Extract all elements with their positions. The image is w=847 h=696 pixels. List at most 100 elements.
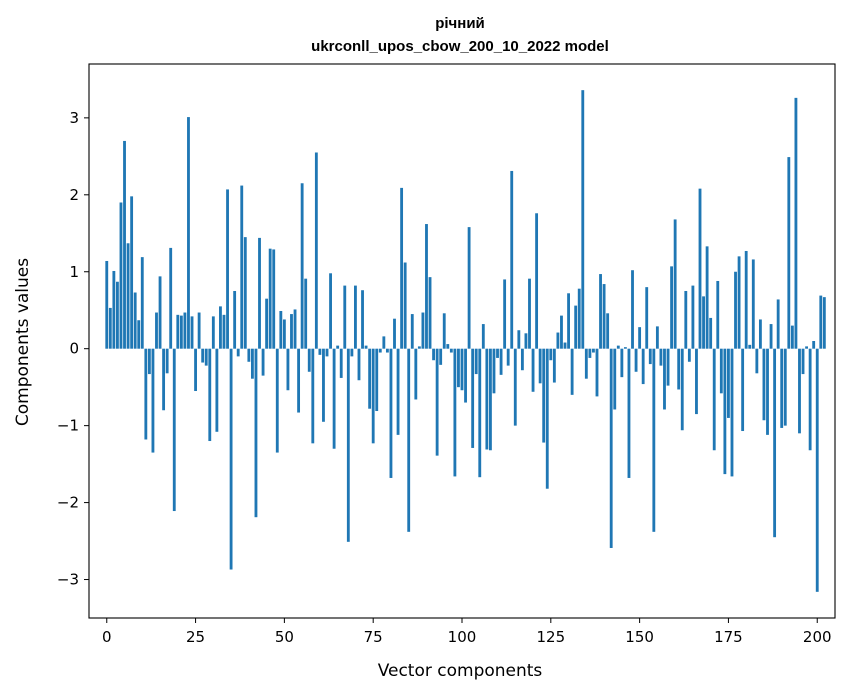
bar <box>531 348 535 392</box>
bar <box>734 271 737 349</box>
bar <box>233 290 237 349</box>
y-tick-label: 2 <box>69 186 79 204</box>
bar <box>208 348 212 442</box>
bar <box>162 348 166 411</box>
bar <box>592 348 595 353</box>
bar <box>645 287 649 349</box>
bar <box>478 348 482 478</box>
bar <box>549 348 553 361</box>
bar <box>577 288 581 349</box>
bar <box>112 270 116 349</box>
bar <box>325 348 329 357</box>
bar <box>364 345 368 349</box>
bar <box>719 348 723 394</box>
bar <box>144 348 148 440</box>
bar <box>716 280 720 349</box>
bar <box>684 290 688 349</box>
bar <box>190 316 194 349</box>
bar <box>279 310 283 349</box>
x-tick-label: 100 <box>448 628 477 646</box>
bar <box>687 348 691 362</box>
bar <box>311 348 315 444</box>
bar <box>567 293 570 349</box>
bar <box>197 312 201 349</box>
bar <box>286 348 290 391</box>
bar <box>350 348 354 357</box>
bar <box>204 348 208 366</box>
bar <box>737 256 741 349</box>
bar <box>183 312 187 349</box>
bar <box>297 348 301 413</box>
bar <box>116 281 119 349</box>
bar <box>219 306 222 349</box>
bar <box>652 348 656 532</box>
bar <box>453 348 457 477</box>
bar <box>783 348 787 426</box>
bar <box>250 348 254 379</box>
chart-title: річний <box>435 15 485 32</box>
bar <box>705 246 709 349</box>
bar <box>648 348 652 365</box>
bar <box>574 305 578 349</box>
bar <box>236 348 240 357</box>
bar <box>638 327 642 349</box>
bars-group <box>105 90 826 592</box>
x-tick-label: 150 <box>625 628 654 646</box>
bar <box>140 257 144 349</box>
bar <box>403 262 407 349</box>
bar <box>496 348 499 358</box>
bar <box>474 348 478 375</box>
bar <box>560 315 563 349</box>
bar <box>254 348 258 518</box>
y-tick-label: 0 <box>69 340 79 358</box>
bar <box>552 348 556 383</box>
y-axis: −3 −2 −1 0 1 2 3 <box>57 109 89 589</box>
bar <box>730 348 734 477</box>
bar <box>130 196 134 349</box>
bar <box>542 348 546 443</box>
bar <box>336 345 340 349</box>
bar <box>385 348 389 353</box>
bar <box>290 314 293 349</box>
bar <box>815 348 819 592</box>
bar <box>794 97 798 349</box>
bar <box>417 346 421 349</box>
bar <box>194 348 197 392</box>
bar <box>457 348 460 388</box>
bar <box>489 348 492 451</box>
bar <box>265 298 269 349</box>
bar <box>744 250 748 349</box>
bar <box>467 227 471 349</box>
bar <box>389 348 393 478</box>
bar <box>776 299 780 349</box>
bar <box>602 284 606 349</box>
bar <box>339 348 343 378</box>
bar <box>812 341 816 349</box>
bar <box>421 312 425 349</box>
bar <box>307 348 311 372</box>
bar <box>606 313 610 349</box>
x-tick-label: 175 <box>714 628 743 646</box>
bar <box>595 348 599 397</box>
bar <box>741 348 745 432</box>
bar <box>755 348 759 374</box>
bar <box>723 348 727 475</box>
bar <box>414 348 418 400</box>
bar <box>272 249 276 349</box>
bar <box>449 348 453 353</box>
bar <box>158 276 162 349</box>
bar <box>499 348 503 375</box>
bar <box>226 189 229 349</box>
bar <box>222 314 226 349</box>
bar <box>137 320 141 349</box>
y-axis-label: Components values <box>13 258 33 426</box>
x-tick-label: 25 <box>186 628 205 646</box>
bar <box>460 348 464 391</box>
plot-frame <box>88 63 836 619</box>
bar <box>627 348 631 478</box>
bar <box>343 285 347 349</box>
bar <box>773 348 777 538</box>
bar <box>133 292 137 349</box>
bar <box>503 279 507 349</box>
bar <box>425 224 428 349</box>
